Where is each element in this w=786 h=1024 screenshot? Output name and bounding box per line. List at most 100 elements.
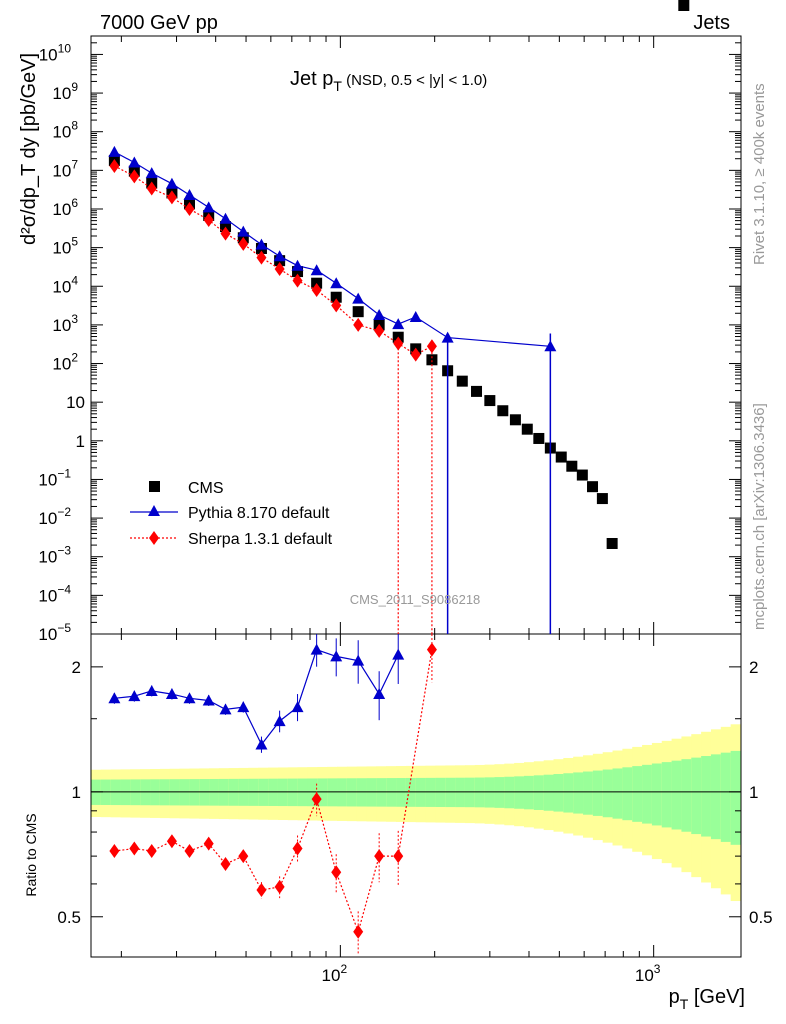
legend-sherpa-marker bbox=[149, 531, 159, 545]
inner-band-segment bbox=[573, 772, 584, 814]
legend-sherpa-label: Sherpa 1.3.1 default bbox=[188, 531, 333, 548]
inner-band-segment bbox=[337, 778, 348, 807]
data-point-square bbox=[292, 266, 304, 278]
data-point-diamond bbox=[353, 317, 364, 332]
inner-band-segment bbox=[396, 778, 407, 807]
data-point-square bbox=[426, 354, 438, 366]
inner-band-segment bbox=[710, 754, 722, 840]
rivet-label: Rivet 3.1.10, ≥ 400k events bbox=[751, 83, 768, 265]
data-point-diamond bbox=[331, 298, 342, 313]
main-panel-series bbox=[108, 0, 690, 634]
data-point-diamond bbox=[292, 273, 303, 288]
legend-pythia-label: Pythia 8.170 default bbox=[188, 505, 330, 522]
y-tick-label: 109 bbox=[52, 80, 78, 103]
inner-band-segment bbox=[504, 776, 515, 809]
legend: CMS Pythia 8.170 default Sherpa 1.3.1 de… bbox=[130, 480, 333, 548]
ratio-point-diamond bbox=[184, 844, 195, 859]
data-point-diamond bbox=[238, 236, 249, 251]
ratio-point-diamond bbox=[292, 841, 303, 856]
inner-band-segment bbox=[258, 778, 269, 806]
inner-band-segment bbox=[415, 777, 427, 807]
legend-pythia-marker bbox=[148, 505, 160, 516]
data-point-square bbox=[352, 306, 364, 318]
ratio-point-diamond bbox=[238, 849, 249, 864]
y-tick-label: 107 bbox=[52, 157, 78, 180]
inner-band-segment bbox=[346, 778, 358, 807]
ratio-point-triangle bbox=[255, 738, 268, 750]
y-tick-label: 103 bbox=[52, 312, 78, 335]
inner-band-segment bbox=[701, 756, 712, 837]
legend-cms-label: CMS bbox=[188, 480, 224, 497]
inner-band-segment bbox=[563, 773, 574, 813]
y-axis-label-main: d²σ/dp_T dy [pb/GeV] bbox=[18, 53, 40, 245]
data-point-triangle bbox=[330, 277, 343, 289]
y-tick-label: 106 bbox=[52, 196, 78, 219]
inner-band-segment bbox=[553, 774, 564, 812]
data-point-square bbox=[596, 493, 608, 505]
y-axis-label-ratio: Ratio to CMS bbox=[23, 813, 39, 896]
data-point-diamond bbox=[410, 347, 421, 362]
data-point-triangle bbox=[165, 177, 178, 189]
data-point-square bbox=[533, 432, 545, 444]
inner-band-segment bbox=[386, 778, 397, 807]
y-tick-label: 10−5 bbox=[38, 621, 71, 644]
data-point-triangle bbox=[310, 264, 323, 276]
y-tick-label: 1010 bbox=[39, 41, 72, 64]
ratio-point-triangle bbox=[183, 692, 196, 704]
ratio-tick-label: 1 bbox=[72, 783, 81, 802]
ratio-point-triangle bbox=[219, 703, 232, 715]
data-point-square bbox=[330, 291, 342, 303]
data-point-triangle bbox=[255, 238, 268, 250]
ratio-point-triangle bbox=[373, 688, 386, 700]
data-point-diamond bbox=[256, 250, 267, 265]
inner-band-segment bbox=[661, 762, 673, 828]
inner-band-segment bbox=[455, 777, 466, 808]
data-point-triangle bbox=[409, 311, 422, 323]
ratio-point-triangle bbox=[108, 692, 121, 704]
data-point-triangle bbox=[183, 189, 196, 201]
data-point-triangle bbox=[145, 167, 158, 179]
inner-band-segment bbox=[248, 778, 259, 806]
data-point-triangle bbox=[108, 145, 121, 157]
inner-band-segment bbox=[720, 752, 732, 842]
data-point-triangle bbox=[202, 201, 215, 213]
inner-band-segment bbox=[366, 778, 377, 807]
ratio-point-triangle bbox=[392, 648, 405, 660]
inner-band-segment bbox=[317, 778, 328, 807]
data-point-square bbox=[471, 385, 483, 397]
inner-band-segment bbox=[484, 777, 495, 808]
ratio-point-diamond bbox=[311, 792, 322, 807]
ratio-tick-label-right: 2 bbox=[749, 658, 758, 677]
ratio-point-diamond bbox=[331, 865, 342, 880]
inner-band-segment bbox=[494, 777, 505, 808]
header-left: 7000 GeV pp bbox=[100, 12, 218, 34]
data-point-square bbox=[456, 375, 468, 387]
ratio-point-diamond bbox=[374, 849, 385, 864]
ratio-tick-label-right: 0.5 bbox=[749, 908, 773, 927]
inner-band-segment bbox=[622, 767, 633, 821]
data-point-triangle bbox=[291, 259, 304, 271]
inner-band-segment bbox=[425, 777, 436, 807]
ratio-point-triangle bbox=[330, 650, 343, 662]
inner-band-segment bbox=[435, 777, 446, 807]
inner-band-segment bbox=[681, 759, 692, 832]
inner-band-segment bbox=[405, 777, 417, 807]
ratio-panel-series bbox=[108, 634, 437, 955]
data-point-square bbox=[555, 451, 567, 463]
plot-title: Jet pT (NSD, 0.5 < |y| < 1.0) bbox=[290, 68, 487, 94]
ratio-point-diamond bbox=[256, 883, 267, 898]
y-tick-label: 105 bbox=[52, 235, 78, 258]
series-line-1 bbox=[114, 151, 551, 347]
data-point-square bbox=[587, 481, 599, 493]
x-tick-label: 102 bbox=[322, 962, 348, 985]
data-point-diamond bbox=[166, 190, 177, 205]
legend-item-cms: CMS bbox=[149, 480, 224, 497]
inner-band-segment bbox=[356, 778, 368, 807]
ratio-point-triangle bbox=[165, 688, 178, 700]
legend-item-sherpa: Sherpa 1.3.1 default bbox=[130, 531, 333, 548]
ratio-point-diamond bbox=[353, 924, 364, 939]
inner-band-segment bbox=[376, 778, 387, 807]
data-point-square bbox=[220, 221, 232, 233]
inner-band-segment bbox=[474, 777, 486, 808]
